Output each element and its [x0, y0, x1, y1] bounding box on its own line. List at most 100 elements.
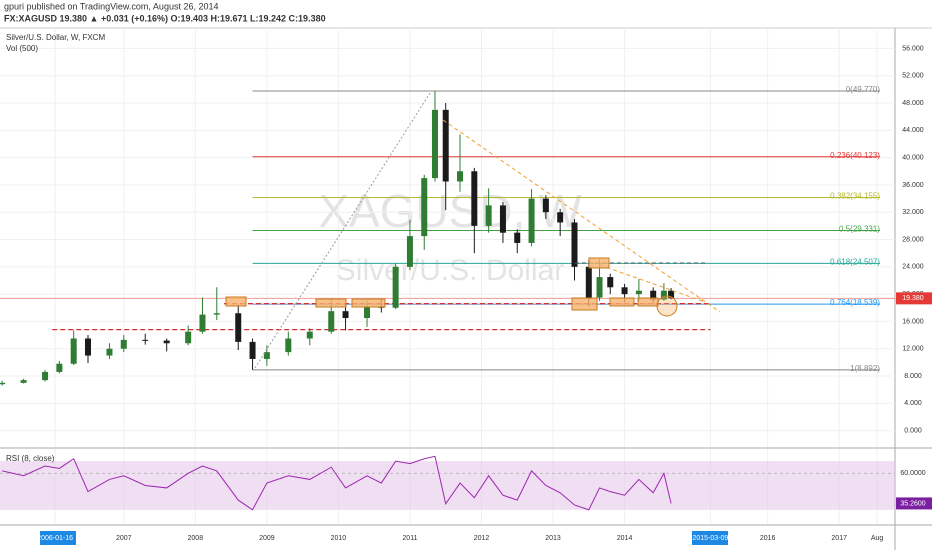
candle-body: [106, 348, 113, 356]
rsi-pane: 60.0000 RSI (8, close) 35.2600: [0, 449, 932, 524]
x-tick-label: 2017: [831, 535, 847, 542]
x-tick-label: 2015-03-09: [693, 535, 729, 542]
x-tick-label: 2014: [617, 535, 633, 542]
y-tick-label: 8.000: [904, 373, 922, 380]
candle-body: [528, 198, 535, 243]
watermark: XAGUSD, W: [318, 185, 582, 237]
candle-body: [163, 340, 170, 344]
candle-body: [668, 290, 675, 299]
fib-label: 0.764(18.539): [830, 298, 880, 307]
candle-body: [213, 313, 220, 315]
y-tick-label: 52.000: [902, 73, 924, 80]
candle-body: [84, 338, 91, 356]
candle-body: [70, 338, 77, 364]
candle-body: [328, 311, 335, 332]
x-tick-label: 2007: [116, 535, 132, 542]
fib-label: 0.618(24.507): [830, 257, 880, 266]
candle-body: [514, 232, 521, 243]
candle-body: [20, 380, 27, 383]
fib-label: 0.5(29.331): [839, 225, 880, 234]
y-tick-label: 60.0000: [900, 470, 925, 477]
drawings: [225, 92, 721, 369]
candle-body: [56, 363, 63, 372]
y-tick-label: 40.000: [902, 154, 924, 161]
zone-box: [637, 297, 659, 307]
candle-body: [442, 109, 449, 182]
candle-body: [392, 266, 399, 308]
highlight-circle: [656, 295, 678, 317]
trend-line: [599, 264, 706, 303]
candle-body: [421, 178, 428, 237]
last-price-box: [896, 292, 932, 305]
candle-body: [660, 290, 667, 300]
price-pane: XAGUSD, W Silver/U.S. Dollar 0.000 4.000 8.0…: [0, 30, 932, 447]
y-tick-label: 16.000: [902, 318, 924, 325]
candle-body: [306, 331, 313, 339]
candle-body: [285, 338, 292, 353]
y-tick-label: 24.000: [902, 264, 924, 271]
last-value-label: 35.2600: [900, 500, 925, 507]
zone-box: [609, 297, 635, 307]
zone-box: [315, 298, 347, 308]
fib-label: 0.382(34.155): [830, 192, 880, 201]
candle-body: [542, 198, 549, 213]
candle-body: [485, 205, 492, 226]
x-tick-label: 2008: [188, 535, 204, 542]
candle-body: [199, 314, 206, 332]
y-tick-label: 32.000: [902, 209, 924, 216]
candle-body: [364, 306, 371, 319]
rsi-band: [0, 461, 895, 510]
x-tick-label: 2006-01-16: [37, 535, 73, 542]
last-price-label: 19.380: [902, 295, 924, 302]
fib-label: 1(8.892): [850, 364, 880, 373]
y-tick-label: 44.000: [902, 127, 924, 134]
candle-body: [635, 290, 642, 295]
date-highlight: [40, 531, 76, 545]
x-tick-label: 2012: [474, 535, 490, 542]
rsi-line: [2, 455, 672, 511]
zone-box: [588, 257, 610, 269]
x-tick-label: 2009: [259, 535, 275, 542]
x-tick-label: 2013: [545, 535, 561, 542]
x-tick-label: 2010: [331, 535, 347, 542]
candle-body: [621, 287, 628, 295]
candle-body: [571, 222, 578, 267]
fib-label: 0(49.770): [846, 85, 881, 94]
pane-title: RSI (8, close): [6, 454, 55, 463]
candle-body: [596, 277, 603, 298]
time-axis: 2006-01-16 2007 2008 2009 2010 2011 2012 2013 20…: [37, 535, 883, 542]
y-tick-label: 48.000: [902, 100, 924, 107]
y-tick-label: 56.000: [902, 45, 924, 52]
candle-body: [607, 277, 614, 288]
candle-body: [185, 331, 192, 344]
candle-body: [431, 109, 438, 179]
candle-body: [457, 171, 464, 182]
y-tick-label: 28.000: [902, 236, 924, 243]
zone-box: [571, 297, 598, 311]
candle-body: [342, 311, 349, 319]
pane-title: Silver/U.S. Dollar, W, FXCM: [6, 33, 105, 42]
candle-body: [235, 313, 242, 342]
candle-body: [120, 339, 127, 349]
candle-body: [585, 266, 592, 298]
y-tick-label: 4.000: [904, 400, 922, 407]
candle-body: [263, 352, 270, 359]
date-highlight: [692, 531, 728, 545]
candle-body: [42, 371, 49, 381]
x-tick-label: 2011: [402, 535, 417, 542]
candle-body: [650, 290, 657, 300]
last-value-box: [896, 497, 932, 510]
symbol-line: FX:XAGUSD 19.380 ▲ +0.031 (+0.16%) O:19.…: [4, 13, 326, 23]
pane-subtitle: Vol (500): [6, 44, 38, 53]
candle-body: [142, 339, 149, 341]
x-tick-label: 2016: [760, 535, 776, 542]
x-tick-label: Aug: [871, 535, 884, 542]
candle-body: [499, 205, 506, 233]
zone-box: [351, 298, 386, 308]
y-tick-label: 12.000: [902, 346, 924, 353]
y-tick-label: 36.000: [902, 182, 924, 189]
watermark: Silver/U.S. Dollar: [336, 254, 564, 287]
trend-line: [442, 119, 721, 313]
